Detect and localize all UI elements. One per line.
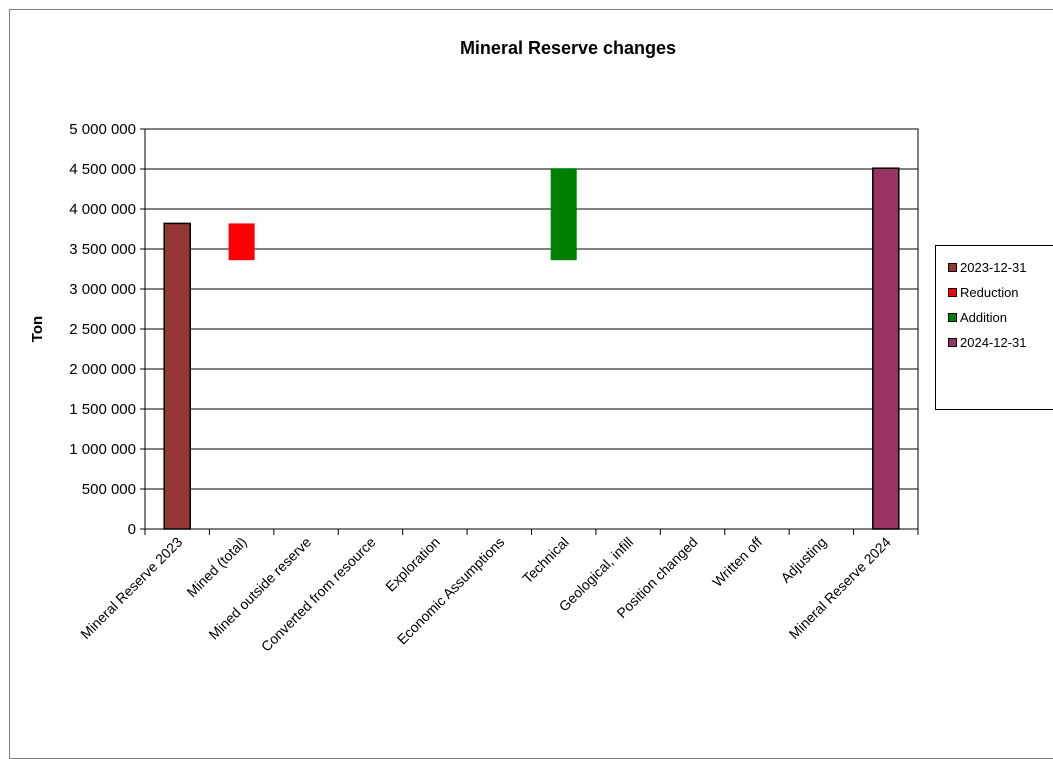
bar [872,167,900,530]
x-category-label: Technical [519,534,572,587]
y-tick-label: 0 [128,521,136,538]
x-category-label: Converted from resource [258,534,379,655]
y-tick-label: 2 000 000 [69,361,136,378]
y-tick-label: 5 000 000 [69,121,136,138]
chart-title: Mineral Reserve changes [459,38,677,58]
legend-label: Reduction [960,284,1019,300]
x-category-label: Mineral Reserve 2023 [77,534,185,642]
y-tick-label: 1 000 000 [69,441,136,458]
y-tick-label: 4 000 000 [69,201,136,218]
legend-swatch [948,312,957,322]
y-tick-label: 3 500 000 [69,241,136,258]
legend: 2023-12-31 Reduction Addition 2024-12-31 [935,245,1053,410]
x-category-label: Adjusting [777,534,829,586]
legend-swatch [948,337,957,347]
legend-swatch [948,262,957,272]
x-category-label: Mined (total) [183,534,249,600]
legend-label: 2024-12-31 [960,334,1027,350]
bar [550,168,577,261]
legend-item: 2024-12-31 [948,334,1027,350]
bar [163,222,191,530]
y-tick-label: 2 500 000 [69,321,136,338]
bar [228,223,255,261]
legend-swatch [948,287,957,297]
legend-label: 2023-12-31 [960,259,1027,275]
y-tick-label: 1 500 000 [69,401,136,418]
x-category-label: Exploration [382,534,443,595]
legend-item: Addition [948,309,1007,325]
legend-item: Reduction [948,284,1019,300]
y-tick-label: 500 000 [82,481,136,498]
y-tick-label: 3 000 000 [69,281,136,298]
legend-label: Addition [960,309,1007,325]
x-category-label: Written off [709,534,765,590]
y-tick-label: 4 500 000 [69,161,136,178]
x-category-label: Economic Assumptions [394,534,508,648]
y-axis-title: Ton [29,316,46,342]
legend-item: 2023-12-31 [948,259,1027,275]
